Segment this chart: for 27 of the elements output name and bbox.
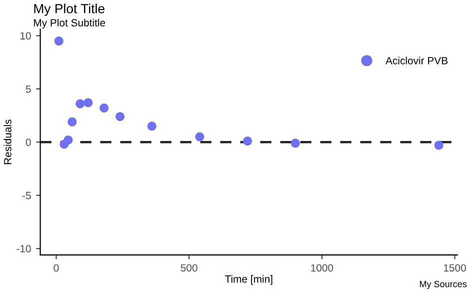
point [100, 104, 109, 113]
point [243, 136, 252, 146]
legend-label: Aciclovir PVB [386, 56, 448, 64]
point [54, 36, 64, 46]
x-tick-label: 0 [54, 264, 59, 272]
point [290, 138, 300, 148]
y-tick-label: 0 [26, 138, 31, 146]
x-tick-label: 500 [180, 264, 198, 272]
chart-subtitle: My Plot Subtitle [34, 18, 106, 29]
point [147, 122, 156, 131]
chart-title: My Plot Title [34, 4, 104, 16]
point [84, 98, 93, 108]
y-tick-label: -10 [16, 245, 31, 252]
text: My Sources [420, 280, 467, 290]
y-tick-label: 5 [26, 86, 31, 93]
point [434, 140, 444, 150]
x-tick-label: 1500 [444, 264, 466, 272]
point [195, 132, 204, 142]
y-tick-label: 10 [20, 32, 31, 40]
y-tick-label: -5 [22, 192, 31, 200]
y-axis-title: Residuals [4, 120, 12, 164]
point [64, 135, 73, 144]
point [76, 99, 85, 108]
x-tick-label: 1000 [311, 264, 334, 272]
point [115, 112, 124, 122]
x-axis-title: Time [min] [224, 275, 272, 285]
point [68, 117, 77, 126]
